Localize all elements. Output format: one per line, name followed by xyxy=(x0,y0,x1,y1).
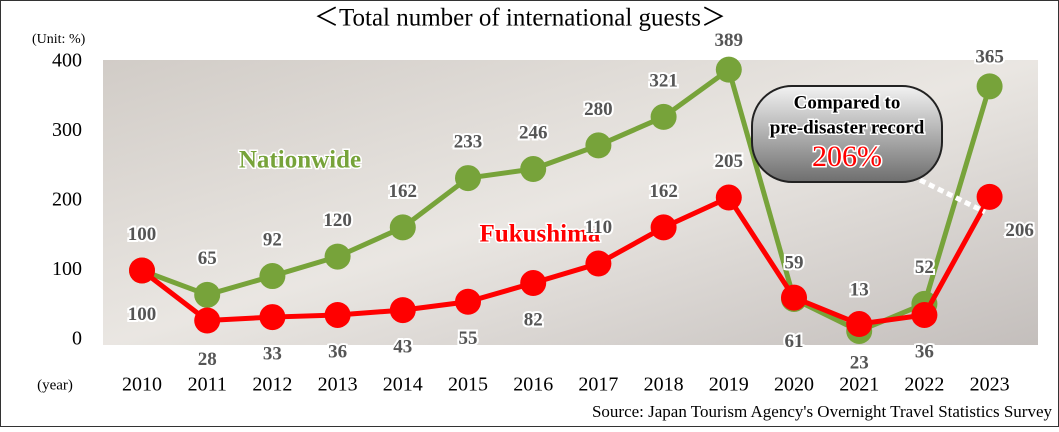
point xyxy=(520,156,547,183)
data-label: 23 xyxy=(850,352,869,373)
x-tick-label: 2016 xyxy=(513,374,553,396)
point xyxy=(911,301,938,328)
chart-title: ＜Total number of international guests＞ xyxy=(314,5,726,32)
data-label: 92 xyxy=(263,229,282,250)
x-tick-label: 2018 xyxy=(644,374,684,396)
callout-box xyxy=(751,85,943,183)
data-label: 59 xyxy=(785,252,804,273)
x-tick-label: 2023 xyxy=(970,374,1010,396)
point xyxy=(194,307,221,334)
point xyxy=(455,165,481,192)
data-label: 110 xyxy=(585,217,612,238)
callout-text: pre-disaster record xyxy=(770,117,925,138)
y-tick-label: 0 xyxy=(72,328,82,350)
y-tick-label: 400 xyxy=(52,50,82,72)
data-label: 120 xyxy=(323,210,352,231)
x-tick-label: 2019 xyxy=(709,374,749,396)
data-label: 246 xyxy=(519,122,548,143)
point xyxy=(976,183,1003,210)
x-tick-label: 2014 xyxy=(383,374,423,396)
data-label: 100 xyxy=(128,304,157,325)
callout-pointer xyxy=(918,177,987,215)
point xyxy=(976,73,1003,100)
x-tick-label: 2022 xyxy=(904,374,944,396)
point xyxy=(324,243,351,270)
callout-text: Compared to xyxy=(794,92,901,113)
data-label: 82 xyxy=(524,309,543,330)
point xyxy=(715,184,742,211)
data-label: 162 xyxy=(649,181,678,202)
data-label: 36 xyxy=(328,341,347,362)
data-label: 321 xyxy=(649,70,678,91)
point xyxy=(520,270,547,297)
y-unit: (Unit: %) xyxy=(32,32,86,47)
x-tick-label: 2012 xyxy=(252,374,292,396)
x-tick-label: 2010 xyxy=(122,374,162,396)
data-label: 65 xyxy=(198,248,217,269)
point xyxy=(781,284,807,311)
x-tick-label: 2021 xyxy=(839,374,879,396)
callout-highlight: 206% xyxy=(812,140,882,173)
x-tick-label: 2015 xyxy=(448,374,488,396)
point xyxy=(389,214,416,241)
y-tick-label: 300 xyxy=(52,119,82,141)
source: Source: Japan Tourism Agency's Overnight… xyxy=(592,402,1053,421)
data-label: 365 xyxy=(975,47,1004,68)
point xyxy=(715,56,742,83)
data-label: 43 xyxy=(393,336,412,357)
data-label: 33 xyxy=(263,343,282,364)
data-label: 280 xyxy=(584,99,613,120)
point xyxy=(650,103,677,130)
callout: Compared to pre-disaster record 206% xyxy=(751,85,987,215)
data-label: 52 xyxy=(915,257,934,278)
point xyxy=(585,132,612,159)
data-label: 28 xyxy=(198,349,217,370)
y-tick-label: 100 xyxy=(52,258,82,280)
data-label: 13 xyxy=(850,279,869,300)
x-tick-label: 2013 xyxy=(318,374,358,396)
point xyxy=(194,281,221,308)
data-label: 100 xyxy=(128,224,157,245)
data-label: 206 xyxy=(1005,220,1034,241)
point xyxy=(129,257,155,284)
point xyxy=(846,311,873,338)
data-label: 389 xyxy=(715,30,744,51)
data-label: 233 xyxy=(454,131,483,152)
x-tick-label: 2020 xyxy=(774,374,814,396)
point xyxy=(324,301,351,328)
x-tick-label: 2011 xyxy=(188,374,227,396)
series-label: Nationwide xyxy=(239,147,361,174)
data-label: 36 xyxy=(915,341,934,362)
point xyxy=(259,304,286,331)
series-label: Fukushima xyxy=(480,221,601,248)
y-tick-label: 200 xyxy=(52,189,82,211)
data-label: 61 xyxy=(785,331,804,352)
point xyxy=(389,297,416,324)
x-unit: (year) xyxy=(37,377,73,393)
x-tick-label: 2017 xyxy=(578,374,618,396)
data-label: 205 xyxy=(715,151,744,172)
point xyxy=(585,250,612,277)
data-label: 55 xyxy=(459,328,478,349)
data-label: 162 xyxy=(389,181,418,202)
point xyxy=(650,214,677,241)
point xyxy=(259,263,286,290)
point xyxy=(455,288,481,315)
